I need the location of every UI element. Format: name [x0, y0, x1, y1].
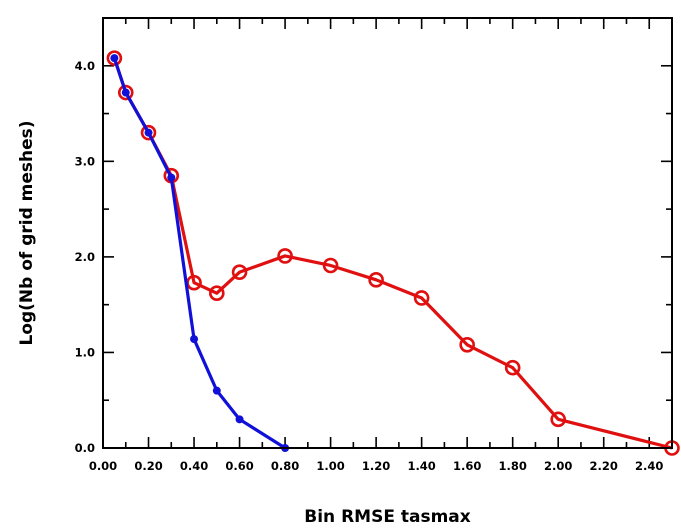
- x-tick-label: 1.80: [498, 459, 526, 473]
- data-point: [110, 54, 119, 63]
- data-point: [459, 336, 475, 353]
- data-point: [504, 359, 521, 376]
- data-point: [144, 128, 153, 137]
- data-point: [167, 173, 176, 182]
- x-tick-label: 0.60: [225, 459, 253, 473]
- data-point: [190, 335, 199, 344]
- x-tick-label: 2.20: [590, 459, 618, 473]
- series-line: [112, 57, 286, 450]
- series-line: [112, 57, 673, 450]
- x-tick-label: 0.00: [89, 459, 117, 473]
- x-tick-label: 1.20: [362, 459, 390, 473]
- data-point: [231, 264, 248, 280]
- x-axis-title: Bin RMSE tasmax: [304, 507, 470, 527]
- y-tick-label: 1.0: [75, 345, 95, 359]
- data-point: [368, 272, 384, 288]
- data-point: [121, 88, 130, 97]
- x-tick-label: 1.00: [316, 459, 344, 473]
- x-tick-label: 1.60: [453, 459, 481, 473]
- data-point: [277, 248, 293, 264]
- series-layer: [106, 50, 680, 456]
- data-point: [235, 415, 244, 424]
- axis-ticks: [102, 17, 673, 449]
- data-point: [106, 50, 123, 66]
- data-point: [413, 290, 430, 306]
- y-tick-label: 2.0: [75, 250, 95, 264]
- series-2: [110, 54, 290, 452]
- y-tick-label: 4.0: [75, 59, 95, 73]
- data-point: [140, 124, 157, 141]
- axis-tick-labels: 0.00 0.20 0.40 0.60 0.80 1.00 1.20 1.40 1.60 1.80…: [75, 59, 664, 473]
- x-tick-label: 0.40: [180, 459, 208, 473]
- data-point: [212, 386, 221, 395]
- x-tick-label: 1.40: [407, 459, 435, 473]
- data-point: [209, 285, 225, 302]
- data-point: [117, 84, 134, 101]
- plot-frame: [102, 17, 673, 449]
- y-tick-label: 3.0: [75, 154, 95, 168]
- y-tick-label: 0.0: [75, 441, 95, 455]
- x-tick-label: 2.40: [635, 459, 663, 473]
- x-tick-label: 0.20: [134, 459, 162, 473]
- y-axis-title: Log(Nb of grid meshes): [17, 120, 37, 345]
- x-tick-label: 2.00: [544, 459, 572, 473]
- data-point: [550, 411, 567, 428]
- x-tick-label: 0.80: [271, 459, 299, 473]
- data-point: [322, 257, 339, 274]
- series-1: [106, 50, 680, 456]
